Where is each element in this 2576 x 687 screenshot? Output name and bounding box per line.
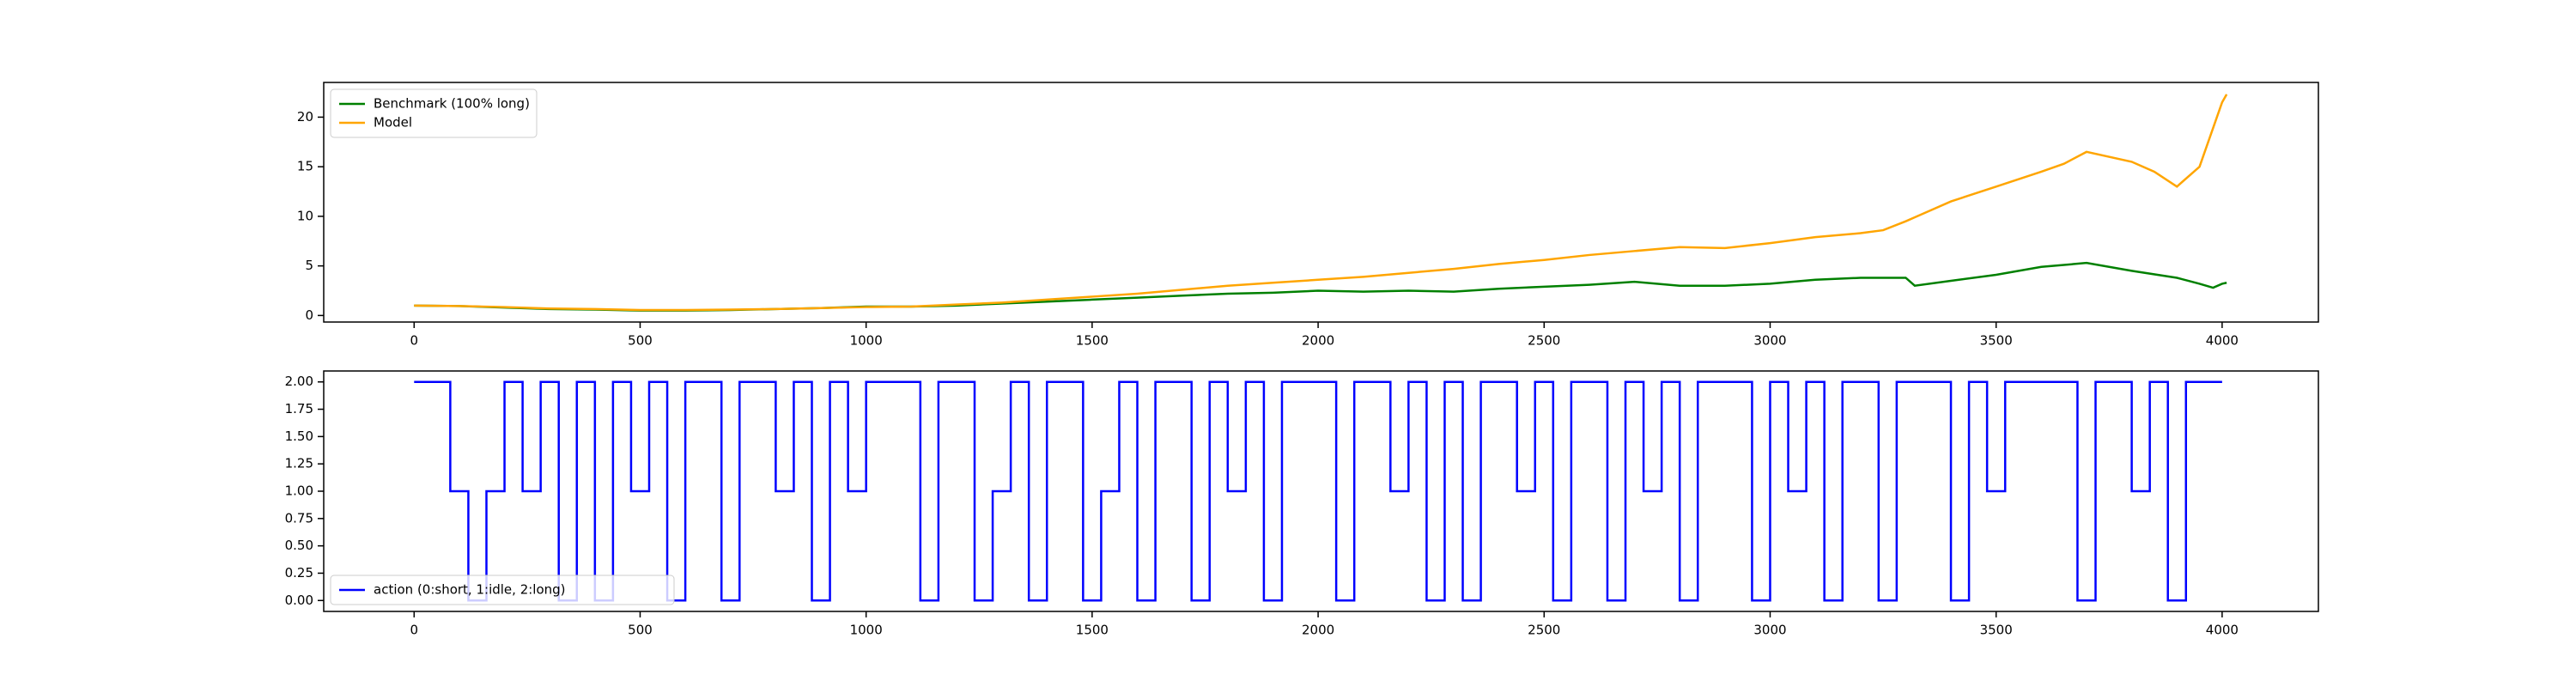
y-tick-label: 0: [305, 307, 313, 323]
x-tick-label: 1500: [1076, 623, 1109, 638]
y-tick-label: 1.25: [285, 456, 313, 471]
y-tick-label: 10: [297, 208, 313, 223]
y-tick-label: 0.50: [285, 538, 313, 553]
y-tick-label: 1.75: [285, 401, 313, 416]
y-tick-label: 2.00: [285, 374, 313, 389]
y-tick-label: 5: [305, 258, 313, 273]
x-tick-label: 3000: [1753, 623, 1786, 638]
legend-box: [330, 88, 538, 138]
x-tick-label: 1000: [850, 333, 883, 349]
series-line: [414, 261, 2227, 312]
x-tick-label: 2500: [1528, 623, 1560, 638]
x-tick-label: 0: [410, 623, 419, 638]
y-tick-label: 1.50: [285, 429, 313, 444]
x-tick-label: 4000: [2206, 623, 2239, 638]
x-tick-label: 0: [410, 333, 419, 349]
y-tick-label: 0.00: [285, 593, 313, 608]
series-line: [414, 380, 2222, 602]
y-tick-label: 1.00: [285, 483, 313, 499]
legend-box: [330, 575, 675, 605]
x-tick-label: 2000: [1302, 623, 1334, 638]
x-tick-label: 1500: [1076, 333, 1109, 349]
x-tick-label: 3500: [1980, 333, 2013, 349]
x-tick-label: 500: [628, 623, 653, 638]
x-tick-label: 3000: [1753, 333, 1786, 349]
x-tick-label: 4000: [2206, 333, 2239, 349]
x-tick-label: 2000: [1302, 333, 1334, 349]
x-tick-label: 3500: [1980, 623, 2013, 638]
y-tick-label: 20: [297, 109, 313, 125]
legend-label: Benchmark (100% long): [374, 96, 530, 112]
x-tick-label: 500: [628, 333, 653, 349]
axes-frame: [323, 82, 2319, 323]
legend-label: action (0:short, 1:idle, 2:long): [374, 582, 566, 598]
y-tick-label: 0.75: [285, 510, 313, 526]
x-tick-label: 2500: [1528, 333, 1560, 349]
y-tick-label: 15: [297, 159, 313, 174]
x-tick-label: 1000: [850, 623, 883, 638]
series-line: [414, 94, 2228, 312]
legend-label: Model: [374, 115, 412, 131]
y-tick-label: 0.25: [285, 565, 313, 581]
